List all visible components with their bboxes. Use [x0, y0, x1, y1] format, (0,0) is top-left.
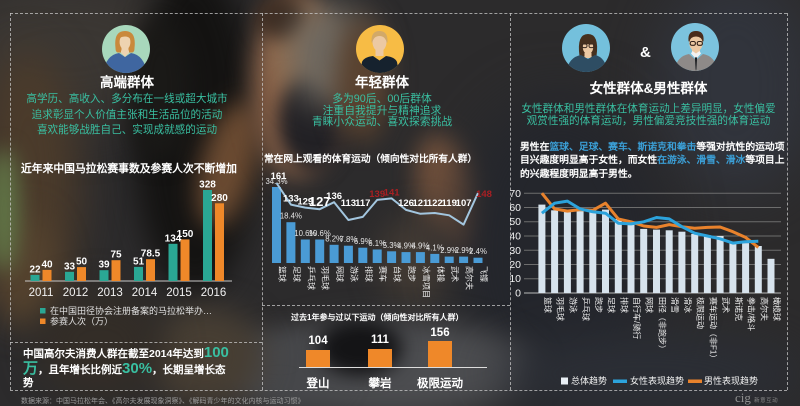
svg-text:男性表现趋势: 男性表现趋势: [704, 375, 758, 386]
svg-text:2012: 2012: [63, 287, 89, 299]
svg-text:4.1%: 4.1%: [426, 243, 444, 252]
svg-text:跑步: 跑步: [594, 297, 603, 313]
svg-text:总体趋势: 总体趋势: [571, 375, 607, 386]
svg-text:橄榄球: 橄榄球: [772, 297, 782, 321]
svg-text:台球: 台球: [393, 266, 403, 282]
svg-text:280: 280: [211, 193, 228, 204]
svg-text:2013: 2013: [97, 287, 123, 299]
svg-text:武术: 武术: [450, 266, 460, 282]
svg-text:70: 70: [510, 188, 521, 200]
svg-text:20: 20: [510, 259, 521, 271]
svg-text:51: 51: [133, 256, 145, 267]
svg-text:40: 40: [41, 259, 53, 270]
svg-text:122: 122: [427, 198, 443, 209]
svg-text:排球: 排球: [364, 266, 374, 282]
svg-text:2011: 2011: [29, 287, 54, 299]
svg-text:150: 150: [177, 229, 194, 240]
svg-text:139: 139: [369, 189, 385, 200]
svg-text:羽毛球: 羽毛球: [556, 297, 566, 321]
svg-text:113: 113: [341, 198, 356, 209]
svg-text:126: 126: [398, 198, 414, 209]
svg-text:滑冰: 滑冰: [683, 297, 693, 313]
svg-text:在中国田径协会注册备案的马拉松举办…: 在中国田径协会注册备案的马拉松举办…: [50, 305, 212, 316]
svg-text:129: 129: [297, 197, 313, 208]
svg-text:6.1%: 6.1%: [368, 239, 386, 248]
svg-text:拳击/格斗: 拳击/格斗: [747, 297, 757, 331]
svg-text:女性表现趋势: 女性表现趋势: [630, 375, 684, 386]
svg-text:50: 50: [510, 216, 521, 228]
svg-text:跑步: 跑步: [407, 266, 416, 282]
svg-text:冰雪项目: 冰雪项目: [421, 266, 431, 298]
svg-text:网球: 网球: [645, 297, 655, 313]
svg-text:39: 39: [98, 260, 110, 271]
svg-text:328: 328: [199, 180, 216, 191]
svg-text:121: 121: [412, 198, 429, 209]
svg-text:足球: 足球: [607, 297, 617, 313]
svg-text:40: 40: [510, 231, 521, 243]
svg-text:60: 60: [510, 202, 521, 214]
svg-text:4.9%: 4.9%: [397, 242, 415, 251]
svg-text:赛车运动（非F1）: 赛车运动（非F1）: [708, 297, 718, 362]
svg-text:2.9%: 2.9%: [455, 246, 473, 255]
svg-text:136: 136: [326, 191, 342, 202]
svg-text:10.6%: 10.6%: [294, 229, 316, 238]
svg-text:足球: 足球: [292, 266, 302, 282]
svg-text:30: 30: [510, 245, 521, 257]
svg-text:乒乓球: 乒乓球: [581, 297, 591, 321]
svg-text:161: 161: [271, 171, 288, 182]
svg-text:田径（非跑步）: 田径（非跑步）: [658, 297, 668, 353]
svg-text:游泳: 游泳: [349, 266, 359, 282]
svg-text:6.9%: 6.9%: [354, 237, 372, 246]
svg-text:极限运动: 极限运动: [696, 297, 706, 329]
svg-text:高尔夫: 高尔夫: [759, 297, 769, 321]
svg-text:7.8%: 7.8%: [340, 235, 358, 244]
svg-text:武术: 武术: [721, 297, 731, 313]
svg-text:127: 127: [309, 194, 331, 209]
svg-text:网球: 网球: [335, 266, 345, 282]
svg-text:117: 117: [355, 198, 370, 209]
svg-text:篮球: 篮球: [278, 266, 288, 282]
svg-text:134: 134: [165, 233, 182, 244]
svg-text:2014: 2014: [132, 287, 158, 299]
svg-text:133: 133: [283, 194, 299, 205]
svg-text:体操: 体操: [436, 266, 446, 282]
svg-text:游泳: 游泳: [568, 297, 578, 313]
svg-text:10.6%: 10.6%: [309, 229, 331, 238]
svg-text:78.5: 78.5: [141, 249, 161, 260]
svg-text:斯诺克: 斯诺克: [734, 297, 744, 321]
svg-text:2016: 2016: [201, 287, 227, 299]
svg-text:75: 75: [110, 250, 122, 261]
svg-text:148: 148: [476, 189, 492, 200]
svg-text:参赛人次（万）: 参赛人次（万）: [50, 316, 113, 327]
svg-text:2015: 2015: [166, 287, 192, 299]
svg-text:34.3%: 34.3%: [265, 177, 287, 186]
svg-text:8.2%: 8.2%: [325, 234, 343, 243]
svg-text:107: 107: [456, 198, 472, 209]
svg-text:33: 33: [64, 261, 76, 272]
svg-text:10: 10: [510, 273, 521, 285]
svg-text:4.9%: 4.9%: [412, 242, 430, 251]
svg-text:羽毛球: 羽毛球: [321, 266, 331, 290]
svg-text:高尔夫: 高尔夫: [465, 266, 475, 290]
svg-text:2.4%: 2.4%: [469, 247, 487, 256]
svg-text:141: 141: [384, 187, 401, 198]
svg-text:自行车/骑行: 自行车/骑行: [632, 297, 642, 339]
svg-text:飞镖: 飞镖: [479, 266, 489, 282]
svg-text:赛车: 赛车: [378, 266, 388, 282]
svg-text:0: 0: [515, 288, 521, 300]
svg-text:119: 119: [442, 198, 457, 209]
svg-text:乒乓球: 乒乓球: [306, 266, 316, 290]
svg-text:5.3%: 5.3%: [383, 241, 401, 250]
svg-text:篮球: 篮球: [543, 297, 553, 313]
svg-text:18.4%: 18.4%: [280, 212, 302, 221]
svg-text:滑雪: 滑雪: [670, 297, 680, 313]
svg-text:50: 50: [76, 257, 88, 268]
svg-text:22: 22: [29, 264, 41, 275]
svg-text:排球: 排球: [619, 297, 629, 313]
svg-text:2.9%: 2.9%: [440, 246, 458, 255]
